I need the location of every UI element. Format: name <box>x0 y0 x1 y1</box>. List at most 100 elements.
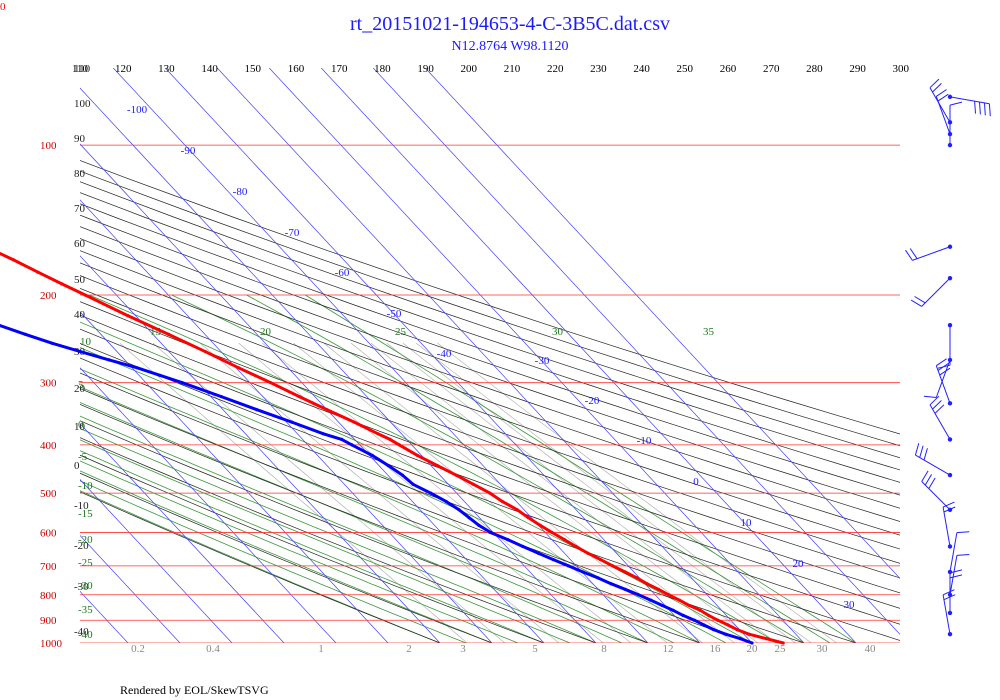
profile-point <box>400 473 404 477</box>
profile-point <box>562 538 567 542</box>
profile-point <box>477 523 481 527</box>
profile-point <box>506 538 510 542</box>
x-tick-label: 270 <box>763 63 780 75</box>
pressure-label: 200 <box>40 290 57 302</box>
isotherm-label: -100 <box>127 104 148 116</box>
mixing-ratio-label: 3 <box>460 643 466 655</box>
mixing-ratio-label: 1 <box>318 643 324 655</box>
profile-point <box>83 293 87 297</box>
dry-adiabat <box>80 472 493 643</box>
dry-adiabat <box>80 404 701 643</box>
wind-barb-flag <box>909 248 918 259</box>
profile-point <box>0 324 1 327</box>
moist-adiabat <box>80 368 701 643</box>
profile-point <box>50 341 54 345</box>
wind-barb-flag <box>932 400 942 410</box>
dry-adiabat <box>80 250 900 536</box>
profile-point <box>397 443 401 447</box>
mixing-ratio-line <box>386 342 777 643</box>
profile-point <box>415 453 419 457</box>
isotherm-line <box>80 199 493 643</box>
mixing-ratio-line <box>415 342 812 643</box>
dry-adiabat <box>80 275 900 564</box>
x-tick-label: 260 <box>720 63 737 75</box>
profile-point <box>724 632 728 636</box>
dry-adiabat <box>80 181 900 459</box>
profile-point <box>635 576 639 580</box>
isotherm-label: -40 <box>437 348 452 360</box>
profile-point <box>566 564 571 568</box>
chart-title: rt_20151021-194653-4-C-3B5C.dat.csv <box>350 13 670 35</box>
profile-point <box>636 593 641 597</box>
profile-point <box>79 350 83 354</box>
profile-point <box>599 558 603 562</box>
profile-point <box>24 332 28 336</box>
dry-adiabat-label: 10 <box>74 421 86 433</box>
wind-barb-flag <box>937 93 949 102</box>
profile-line <box>0 251 784 645</box>
mixing-ratio-line <box>402 342 796 643</box>
profile-point <box>126 314 130 318</box>
isotherm-label: -10 <box>637 435 652 447</box>
wind-barb-flag <box>936 89 947 97</box>
profile-point <box>11 258 16 262</box>
dry-adiabat <box>80 357 857 643</box>
wind-barb-staff <box>935 365 951 404</box>
dry-adiabat-label: 20 <box>74 383 86 395</box>
dry-adiabat-label: 50 <box>74 274 86 286</box>
wind-barb-flag <box>914 296 926 304</box>
wind-barb-staff <box>921 277 951 307</box>
chart-subtitle: N12.8764 W98.1120 <box>451 39 568 54</box>
x-tick-label: 130 <box>158 63 175 75</box>
wind-barb-flag <box>934 404 945 414</box>
mixing-ratio-label: 12 <box>663 643 674 655</box>
wind-barb-staff <box>929 87 951 123</box>
profile-point <box>350 443 354 447</box>
wind-barb-flag <box>956 531 970 534</box>
wind-barb-flag <box>923 448 928 461</box>
isotherm-label: -20 <box>585 395 600 407</box>
profile-point <box>219 395 223 399</box>
profile-point <box>667 593 671 597</box>
pressure-label: 900 <box>40 615 57 627</box>
wind-barb-flag <box>928 477 936 489</box>
profile-point <box>467 516 471 520</box>
wind-barb-staff <box>949 532 958 573</box>
mixing-ratio-line <box>199 342 560 643</box>
x-tick-label: 300 <box>893 63 910 75</box>
wind-barb <box>935 89 953 137</box>
profile-point <box>726 623 730 627</box>
footer-credit: Rendered by EOL/SkewTSVG <box>120 683 269 697</box>
x-tick-label: 170 <box>331 63 348 75</box>
profile-point <box>574 544 578 549</box>
profile-point <box>623 570 627 574</box>
profile-point <box>135 366 139 370</box>
dry-adiabat-label: -20 <box>74 540 89 552</box>
wind-barb-flag <box>943 506 956 513</box>
mixing-ratio-label: 0.2 <box>131 643 145 655</box>
profile-point <box>290 420 294 424</box>
wind-barb-staff <box>949 555 958 595</box>
wind-barb-flag <box>910 299 922 307</box>
dry-adiabat <box>80 288 900 579</box>
dry-adiabat <box>80 192 900 471</box>
dry-adiabat-label: -10 <box>74 500 89 512</box>
profile-point <box>167 332 171 336</box>
profile-point <box>596 576 600 580</box>
wind-barb-flag <box>919 445 924 458</box>
profile-line <box>0 323 753 645</box>
wind-barb <box>914 443 953 478</box>
isotherm-line <box>0 68 76 643</box>
moist-adiabat-label: 10 <box>80 336 92 348</box>
profile-point <box>781 641 785 645</box>
profile-point <box>551 558 555 562</box>
mixing-ratio-label: 30 <box>817 643 829 655</box>
profile-point <box>656 587 661 591</box>
isotherm-line <box>80 534 181 643</box>
profile-point <box>107 358 111 362</box>
isotherm-line <box>268 68 805 643</box>
profile-point <box>735 628 739 632</box>
x-tick-label: 110 <box>72 63 89 75</box>
profile-point <box>692 618 697 622</box>
